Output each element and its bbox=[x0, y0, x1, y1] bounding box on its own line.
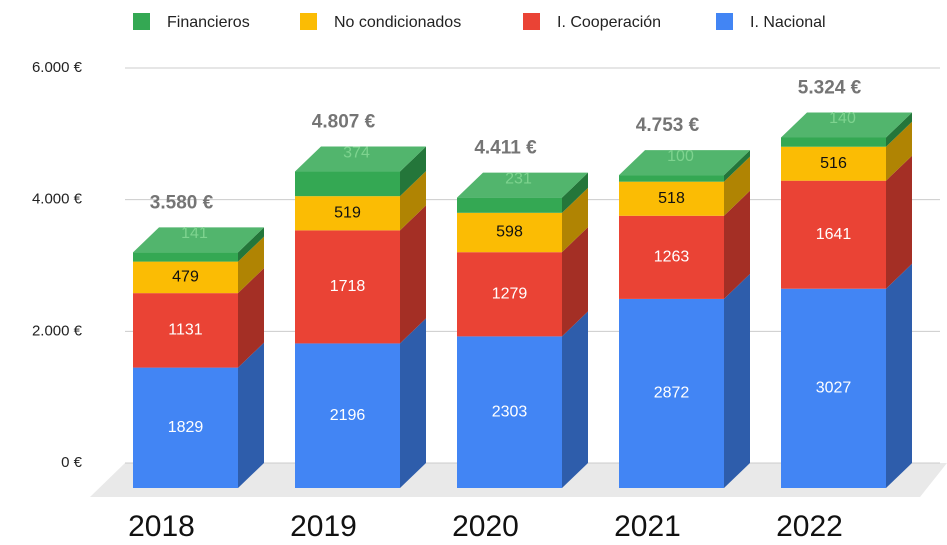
bar-side bbox=[562, 172, 588, 213]
value-label: 100 bbox=[667, 148, 694, 165]
value-label: 231 bbox=[505, 170, 532, 187]
value-label: 516 bbox=[820, 155, 847, 172]
x-tick-label: 2020 bbox=[452, 510, 519, 543]
bar-segment bbox=[295, 171, 400, 197]
value-label: 140 bbox=[829, 110, 856, 127]
bar-segment bbox=[133, 252, 238, 262]
bar-segment bbox=[295, 230, 400, 344]
x-tick-label: 2022 bbox=[776, 510, 843, 543]
bar-segment bbox=[619, 298, 724, 488]
bar-segment bbox=[133, 293, 238, 368]
value-label: 1718 bbox=[330, 278, 366, 295]
bar-segment bbox=[295, 196, 400, 231]
value-label: 3027 bbox=[816, 380, 852, 397]
legend-swatch bbox=[523, 13, 540, 30]
bar-side bbox=[886, 121, 912, 181]
bar-segment bbox=[619, 215, 724, 299]
bar-segment bbox=[457, 336, 562, 488]
bar-segment bbox=[457, 197, 562, 213]
value-label: 479 bbox=[172, 269, 199, 286]
bar-side bbox=[886, 155, 912, 289]
bar-side bbox=[886, 263, 912, 488]
bar-side bbox=[724, 273, 750, 488]
bar-side bbox=[886, 112, 912, 147]
bar-segment bbox=[619, 181, 724, 216]
bar-side bbox=[400, 171, 426, 231]
value-label: 519 bbox=[334, 204, 361, 221]
bar-segment bbox=[781, 137, 886, 147]
value-label: 2196 bbox=[330, 407, 366, 424]
bar-segment bbox=[781, 288, 886, 488]
legend-label: No condicionados bbox=[334, 14, 461, 31]
bar-side bbox=[562, 227, 588, 337]
legend-label: Financieros bbox=[167, 14, 250, 31]
legend-swatch bbox=[716, 13, 733, 30]
value-label: 2303 bbox=[492, 403, 528, 420]
bar-side bbox=[238, 342, 264, 488]
y-tick-label: 2.000 € bbox=[32, 322, 83, 339]
value-label: 1263 bbox=[654, 249, 690, 266]
y-tick-label: 4.000 € bbox=[32, 191, 83, 208]
bar-segment bbox=[295, 343, 400, 488]
bar-segment bbox=[781, 146, 886, 181]
bar-top bbox=[295, 146, 426, 172]
bar-side bbox=[238, 227, 264, 262]
bar-side bbox=[238, 236, 264, 294]
bar-top bbox=[781, 112, 912, 138]
bar-side bbox=[724, 156, 750, 216]
legend-swatch bbox=[133, 13, 150, 30]
total-label: 5.324 € bbox=[798, 78, 862, 99]
legend-label: I. Nacional bbox=[750, 14, 826, 31]
legend-label: I. Cooperación bbox=[557, 14, 661, 31]
total-label: 3.580 € bbox=[150, 192, 214, 213]
bar-side bbox=[724, 150, 750, 182]
bar-segment bbox=[133, 367, 238, 488]
value-label: 1641 bbox=[816, 226, 852, 243]
bar-segment bbox=[619, 175, 724, 182]
bar-top bbox=[457, 172, 588, 198]
bar-side bbox=[400, 146, 426, 197]
bar-top bbox=[619, 150, 750, 176]
bar-side bbox=[724, 190, 750, 299]
bar-segment bbox=[457, 212, 562, 253]
value-label: 1131 bbox=[168, 322, 203, 339]
bar-side bbox=[562, 187, 588, 253]
bar-segment bbox=[133, 261, 238, 294]
bar-side bbox=[400, 318, 426, 488]
total-label: 4.411 € bbox=[474, 138, 537, 159]
bar-side bbox=[238, 268, 264, 368]
value-label: 598 bbox=[496, 224, 523, 241]
value-label: 141 bbox=[181, 225, 208, 242]
value-label: 374 bbox=[343, 144, 370, 161]
x-tick-label: 2018 bbox=[128, 510, 195, 543]
bar-top bbox=[133, 227, 264, 253]
x-tick-label: 2019 bbox=[290, 510, 357, 543]
total-label: 4.807 € bbox=[312, 112, 376, 133]
value-label: 1829 bbox=[168, 419, 204, 436]
value-label: 1279 bbox=[492, 286, 528, 303]
total-label: 4.753 € bbox=[636, 115, 700, 136]
bar-segment bbox=[781, 180, 886, 289]
bar-side bbox=[562, 311, 588, 488]
bar-segment bbox=[457, 252, 562, 337]
legend-swatch bbox=[300, 13, 317, 30]
y-tick-label: 6.000 € bbox=[32, 59, 83, 76]
value-label: 2872 bbox=[654, 385, 690, 402]
x-tick-label: 2021 bbox=[614, 510, 681, 543]
value-label: 518 bbox=[658, 190, 685, 207]
y-tick-label: 0 € bbox=[61, 454, 83, 471]
bar-side bbox=[400, 205, 426, 344]
